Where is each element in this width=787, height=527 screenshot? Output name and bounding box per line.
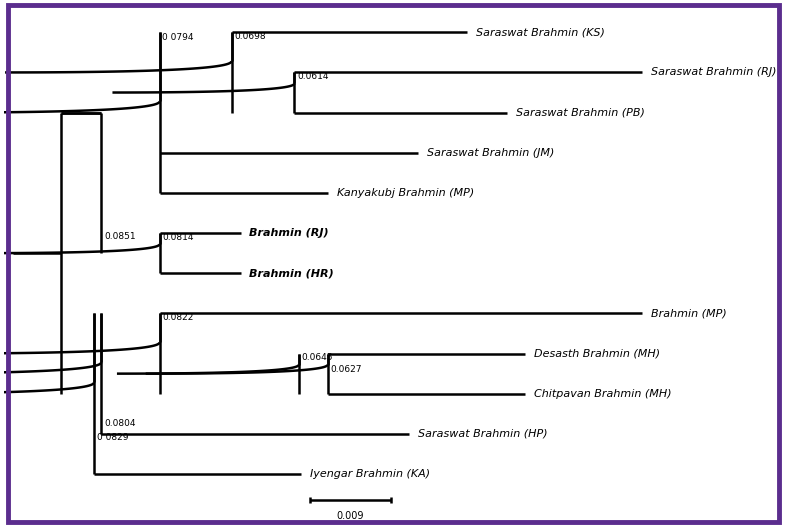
Text: 0.0822: 0.0822 <box>162 313 194 322</box>
Text: 0.0851: 0.0851 <box>104 232 135 241</box>
Text: Brahmin (HR): Brahmin (HR) <box>249 268 334 278</box>
Text: 0 0794: 0 0794 <box>162 33 194 42</box>
Text: 0.0627: 0.0627 <box>331 365 362 374</box>
Text: Iyengar Brahmin (KA): Iyengar Brahmin (KA) <box>310 469 430 479</box>
Text: 0.0698: 0.0698 <box>235 32 266 41</box>
Text: Chitpavan Brahmin (MH): Chitpavan Brahmin (MH) <box>534 389 672 399</box>
Text: Desasth Brahmin (MH): Desasth Brahmin (MH) <box>534 348 660 358</box>
Text: Brahmin (MP): Brahmin (MP) <box>651 308 727 318</box>
Text: 0 0829: 0 0829 <box>97 433 128 442</box>
Text: Saraswat Brahmin (KS): Saraswat Brahmin (KS) <box>476 27 605 37</box>
Text: 0.0814: 0.0814 <box>162 233 194 242</box>
Text: Saraswat Brahmin (PB): Saraswat Brahmin (PB) <box>516 108 645 118</box>
Text: Kanyakubj Brahmin (MP): Kanyakubj Brahmin (MP) <box>337 188 474 198</box>
Text: 0.009: 0.009 <box>336 511 364 521</box>
Text: 0.0645: 0.0645 <box>301 354 333 363</box>
Text: Saraswat Brahmin (RJ): Saraswat Brahmin (RJ) <box>651 67 777 77</box>
Text: Saraswat Brahmin (JM): Saraswat Brahmin (JM) <box>427 148 554 158</box>
Text: 0.0614: 0.0614 <box>297 72 329 81</box>
Text: Saraswat Brahmin (HP): Saraswat Brahmin (HP) <box>418 429 547 439</box>
Text: 0.0804: 0.0804 <box>104 419 135 428</box>
Text: Brahmin (RJ): Brahmin (RJ) <box>249 228 329 238</box>
